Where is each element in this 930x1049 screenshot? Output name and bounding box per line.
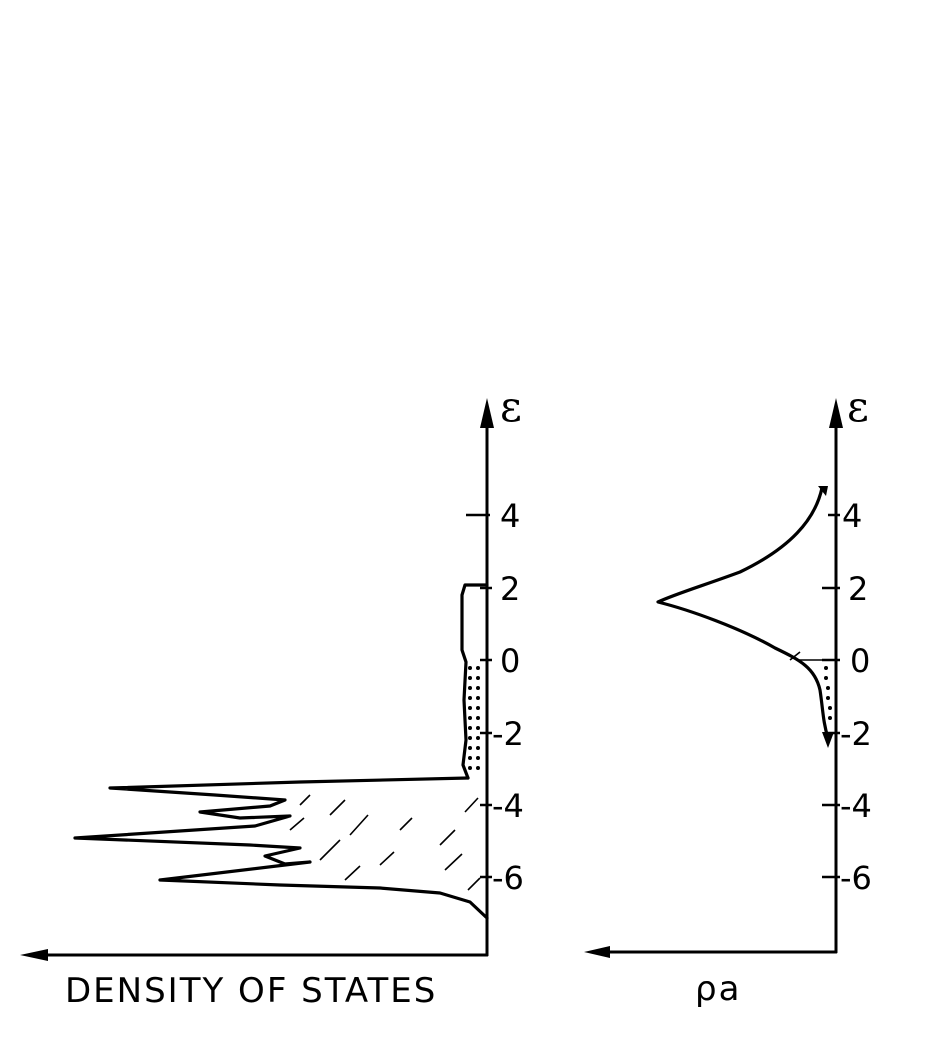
- left-tick-label-neg4: -4: [492, 787, 524, 825]
- left-tick-label-2: 2: [500, 570, 520, 608]
- left-broad-band: [73, 776, 489, 920]
- right-occupied-fill: [824, 666, 832, 720]
- left-tick-label-4: 4: [500, 497, 520, 535]
- left-energy-axis-arrow: [480, 398, 494, 428]
- right-tick-label-neg2: -2: [840, 715, 872, 753]
- left-dos-axis-arrow: [20, 949, 48, 961]
- right-energy-axis-arrow: [829, 398, 843, 428]
- right-tick-label-neg6: -6: [840, 859, 872, 897]
- right-epsilon-label: ε: [847, 382, 869, 431]
- left-broad-band-hatching: [289, 794, 481, 891]
- right-tick-label-neg4: -4: [840, 787, 872, 825]
- left-panel: 4 2 0 -2 -4 -6 ε: [20, 382, 524, 1011]
- right-tick-label-4: 4: [842, 497, 862, 535]
- right-tick-label-0: 0: [850, 642, 870, 680]
- left-tick-label-neg6: -6: [492, 859, 524, 897]
- left-ticks: [466, 513, 492, 879]
- right-curve-bottom-arrow: [822, 732, 834, 748]
- right-panel: 4 2 0 -2 -4 -6 ε ρa: [584, 382, 872, 1009]
- left-tick-label-0: 0: [500, 642, 520, 680]
- right-fermi-mark: [789, 651, 801, 661]
- right-rho-a-curve: [656, 486, 830, 740]
- right-rho-axis-arrow: [584, 946, 610, 958]
- left-x-axis-label: DENSITY OF STATES: [65, 971, 437, 1011]
- left-narrow-band: [460, 583, 489, 780]
- left-narrow-band-fill: [468, 666, 480, 770]
- right-tick-label-2: 2: [848, 570, 868, 608]
- left-tick-label-neg2: -2: [492, 715, 524, 753]
- left-epsilon-label: ε: [500, 382, 522, 431]
- right-x-axis-label: ρa: [695, 969, 741, 1009]
- right-curve-top-end: [818, 486, 828, 496]
